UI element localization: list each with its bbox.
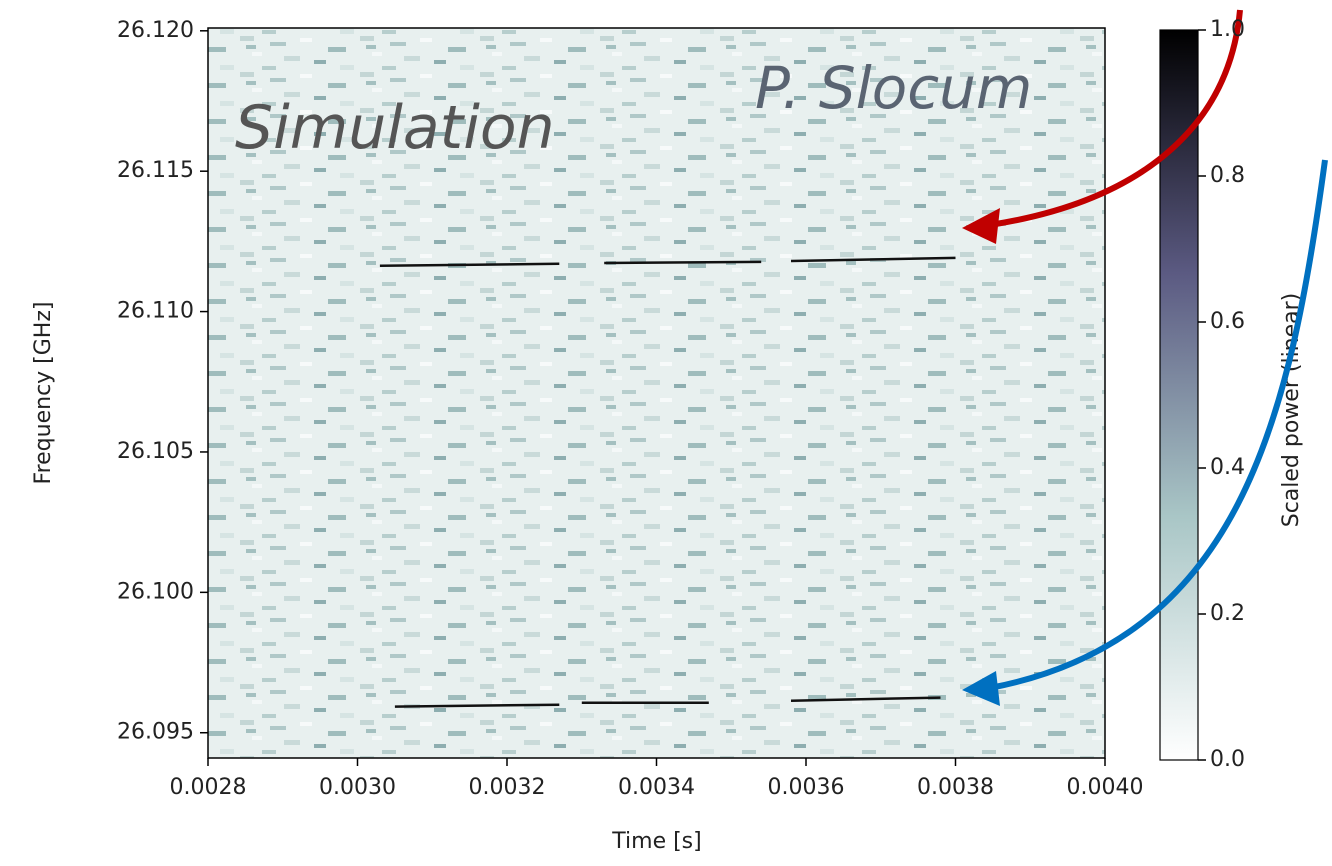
noise-texture: [208, 28, 1105, 758]
colorbar-label: Scaled power (linear): [1279, 293, 1304, 528]
y-tick-label: 26.115: [117, 158, 194, 183]
x-tick-label: 0.0034: [618, 775, 695, 800]
colorbar: [1159, 29, 1199, 761]
arrow: [989, 9, 1243, 228]
x-tick-label: 0.0038: [917, 775, 994, 800]
annotation: P. Slocum: [755, 54, 1032, 122]
signal-track: [379, 256, 956, 268]
arrowhead: [962, 671, 1000, 706]
colorbar-tick-label: 0.4: [1210, 455, 1245, 480]
y-tick-label: 26.095: [117, 720, 194, 745]
signal-track: [394, 696, 941, 708]
y-tick-label: 26.100: [117, 579, 194, 604]
colorbar-tick-label: 0.2: [1210, 601, 1245, 626]
colorbar-tick-label: 1.0: [1210, 17, 1245, 42]
x-tick-label: 0.0032: [469, 775, 546, 800]
annotation: Simulation: [235, 93, 555, 163]
x-tick-label: 0.0028: [170, 775, 247, 800]
y-axis-label: Frequency [GHz]: [31, 302, 56, 485]
y-tick-label: 26.120: [117, 18, 194, 43]
colorbar-tick-label: 0.8: [1210, 163, 1245, 188]
x-tick-label: 0.0040: [1067, 775, 1144, 800]
x-axis-label: Time [s]: [611, 829, 701, 854]
x-tick-label: 0.0036: [768, 775, 845, 800]
colorbar-tick-label: 0.0: [1210, 747, 1245, 772]
y-tick-label: 26.105: [117, 439, 194, 464]
y-tick-label: 26.110: [117, 299, 194, 324]
colorbar-tick-label: 0.6: [1210, 309, 1245, 334]
arrowhead: [962, 208, 1000, 244]
arrow: [989, 159, 1328, 691]
x-tick-label: 0.0030: [319, 775, 396, 800]
